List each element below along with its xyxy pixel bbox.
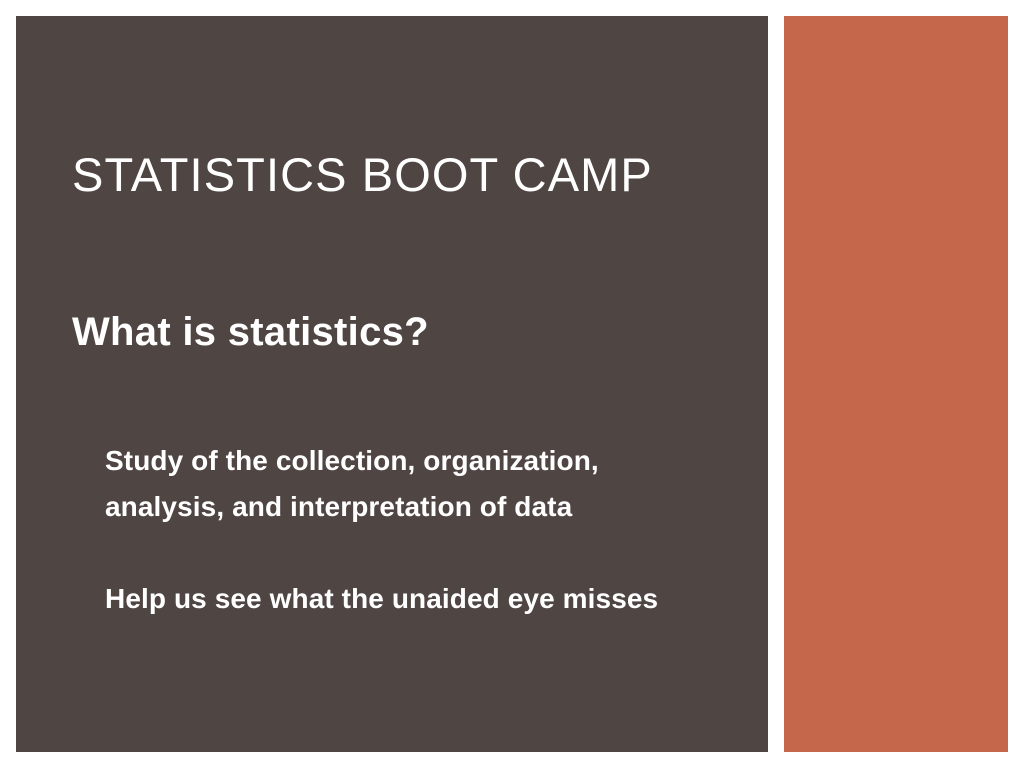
- body-paragraph: Study of the collection, organization, a…: [105, 445, 615, 522]
- content-panel: [16, 16, 768, 752]
- slide-subtitle: What is statistics?: [72, 310, 429, 354]
- body-text-block: Study of the collection, organization, a…: [105, 438, 725, 622]
- accent-color-bar: [784, 16, 1008, 752]
- page-title: Statistics Boot Camp: [72, 148, 653, 201]
- body-paragraph: Help us see what the unaided eye misses: [105, 583, 659, 614]
